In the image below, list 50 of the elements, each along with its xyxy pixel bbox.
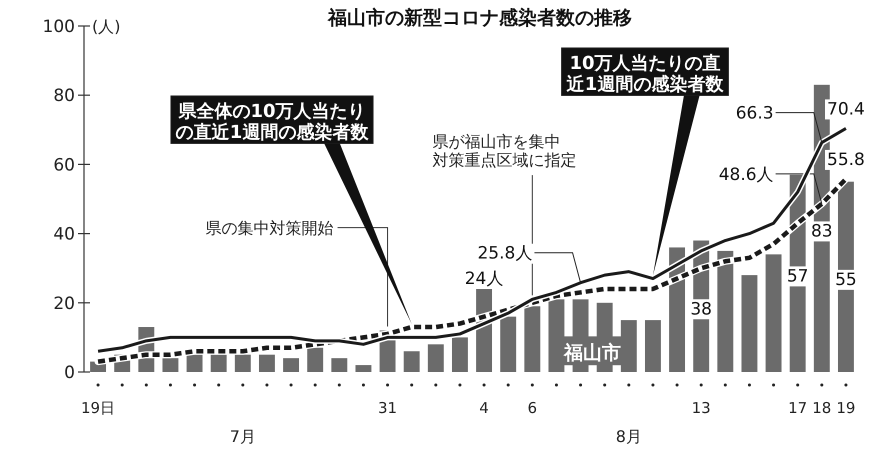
y-tick-label: 60 xyxy=(53,155,75,176)
data-label: 55.8 xyxy=(827,150,865,170)
ref-line-label: 県の集中対策開始 xyxy=(206,218,334,238)
bar xyxy=(162,358,178,372)
y-axis-title: (人) xyxy=(92,17,120,36)
x-tick-label: 19 xyxy=(836,399,856,417)
bar xyxy=(524,306,540,372)
x-tick-label: 18 xyxy=(812,399,832,417)
bar xyxy=(428,344,444,372)
chart-title: 福山市の新型コロナ感染者数の推移 xyxy=(327,7,632,29)
x-tick-label: 31 xyxy=(378,399,398,417)
bar xyxy=(741,275,758,372)
x-tick-label: 13 xyxy=(692,399,711,417)
bar xyxy=(234,354,251,372)
y-tick-label: 20 xyxy=(53,294,75,314)
bar xyxy=(210,354,227,372)
data-label: 57 xyxy=(786,266,809,286)
bar xyxy=(186,354,203,372)
data-label: 66.3 xyxy=(736,104,774,124)
data-label: 48.6人 xyxy=(718,164,774,185)
y-tick-label: 0 xyxy=(64,363,75,383)
bar xyxy=(355,365,372,372)
bar xyxy=(452,337,468,372)
bar xyxy=(500,316,516,372)
bar xyxy=(307,348,324,372)
bar xyxy=(331,358,348,372)
bar xyxy=(258,354,275,372)
text: 8月 xyxy=(616,427,642,446)
data-label: 55 xyxy=(835,270,857,290)
ref-line-label: 県が福山市を集中対策重点区域に指定 xyxy=(432,132,576,170)
bar xyxy=(404,351,420,372)
series-label: 福山市 xyxy=(563,342,622,364)
x-tick-label: 6 xyxy=(528,399,538,417)
x-tick-label: 17 xyxy=(788,399,808,417)
data-label: 70.4 xyxy=(827,99,865,120)
ref-line: 県の集中対策開始 xyxy=(206,218,388,327)
bar xyxy=(717,250,734,372)
bar xyxy=(283,358,300,372)
text: 7月 xyxy=(230,427,256,446)
bar xyxy=(644,320,661,372)
data-label: 25.8人 xyxy=(477,244,532,264)
x-tick-label: 19日 xyxy=(81,399,116,417)
y-tick-label: 40 xyxy=(53,224,75,245)
y-tick-label: 80 xyxy=(53,86,75,106)
data-label: 83 xyxy=(810,221,833,242)
x-tick-label: 4 xyxy=(479,399,489,417)
data-label: 24人 xyxy=(464,268,504,289)
y-tick-label: 100 xyxy=(42,17,75,37)
bar xyxy=(766,254,782,372)
data-label: 38 xyxy=(690,299,712,320)
